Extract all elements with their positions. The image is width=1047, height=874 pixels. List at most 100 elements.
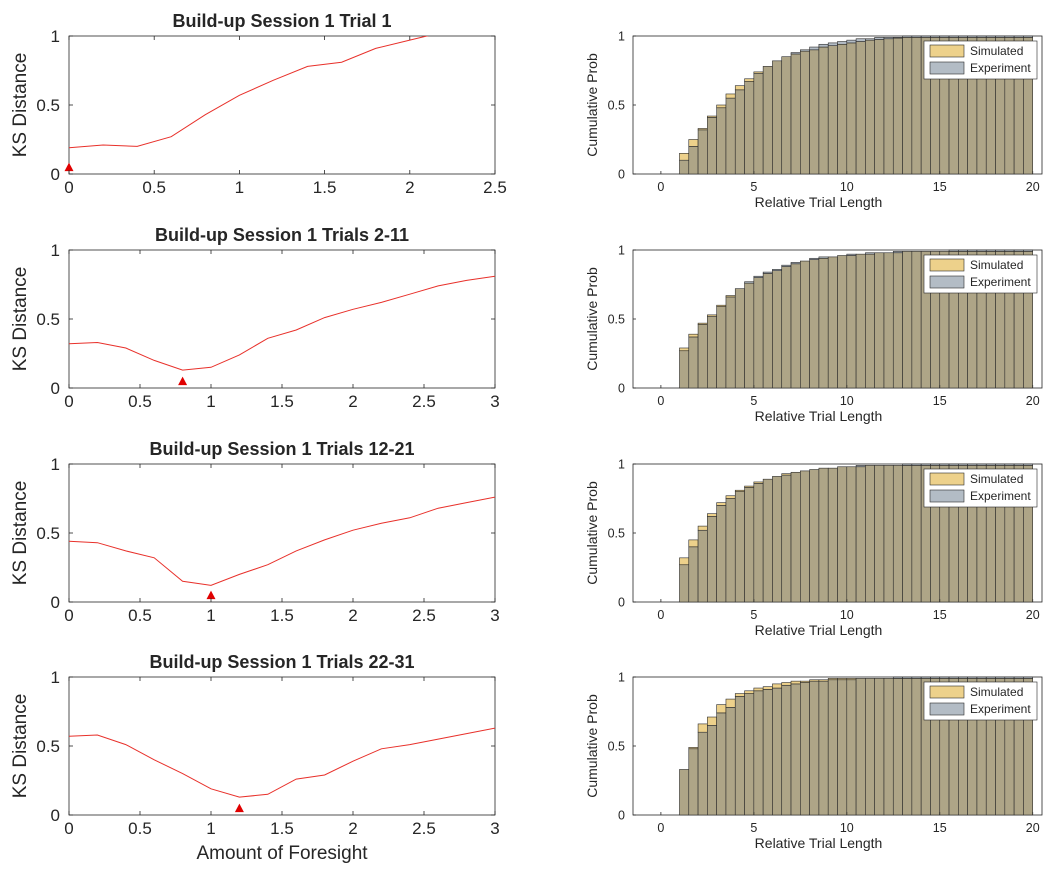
- y-tick-label: 0.5: [608, 313, 625, 327]
- simulated-excess-bar: [688, 747, 699, 750]
- experiment-excess-bar: [865, 252, 875, 255]
- y-tick-label: 0: [618, 168, 625, 182]
- x-tick-label: 1.5: [270, 819, 294, 838]
- overlap-bar: [874, 678, 885, 816]
- experiment-excess-bar: [939, 463, 950, 466]
- overlap-bar: [734, 696, 745, 816]
- x-tick-label: 1.5: [313, 178, 337, 197]
- experiment-excess-bar: [939, 676, 950, 679]
- experiment-excess-bar: [1004, 35, 1015, 38]
- overlap-bar: [800, 50, 810, 175]
- x-tick-label: 5: [750, 394, 757, 408]
- simulated-excess-bar: [679, 153, 690, 161]
- overlap-bar: [688, 546, 699, 603]
- simulated-excess-bar: [725, 93, 736, 99]
- overlap-bar: [707, 315, 717, 389]
- experiment-excess-bar: [1013, 35, 1024, 38]
- x-axis-label: Relative Trial Length: [755, 835, 883, 851]
- overlap-bar: [855, 678, 866, 816]
- simulated-excess-bar: [744, 485, 755, 488]
- y-tick-label: 0: [51, 806, 60, 825]
- y-tick-label: 0: [51, 165, 60, 184]
- overlap-bar: [725, 707, 736, 816]
- x-tick-label: 2.5: [412, 819, 436, 838]
- experiment-excess-bar: [902, 35, 913, 38]
- experiment-excess-bar: [809, 257, 820, 260]
- plot-area: [68, 676, 496, 816]
- overlap-bar: [809, 680, 820, 816]
- simulated-excess-bar: [679, 557, 690, 566]
- x-tick-label: 15: [933, 608, 947, 622]
- simulated-excess-bar: [697, 322, 708, 325]
- y-axis-label: Cumulative Prob: [584, 694, 600, 798]
- x-tick-label: 0: [64, 178, 73, 197]
- overlap-bar: [688, 336, 699, 389]
- x-tick-label: 5: [750, 180, 757, 194]
- y-tick-label: 0.5: [36, 310, 60, 329]
- simulated-excess-bar: [753, 481, 764, 484]
- x-tick-label: 0.5: [142, 178, 166, 197]
- x-axis-label: Relative Trial Length: [755, 408, 883, 424]
- overlap-bar: [809, 259, 820, 389]
- x-tick-label: 0: [64, 392, 73, 411]
- simulated-excess-bar: [800, 680, 810, 683]
- experiment-excess-bar: [892, 676, 903, 679]
- overlap-bar: [837, 255, 848, 389]
- experiment-excess-bar: [1023, 249, 1034, 252]
- plot-area: [68, 463, 496, 603]
- experiment-excess-bar: [985, 676, 996, 679]
- x-axis-label: Relative Trial Length: [755, 622, 883, 638]
- overlap-bar: [781, 266, 792, 389]
- overlap-bar: [707, 516, 717, 603]
- y-tick-label: 0: [51, 379, 60, 398]
- legend-swatch-experiment: [929, 61, 965, 75]
- experiment-excess-bar: [920, 676, 931, 679]
- experiment-excess-bar: [1023, 676, 1034, 679]
- x-tick-label: 0.5: [128, 392, 152, 411]
- overlap-bar: [818, 46, 829, 175]
- experiment-excess-bar: [902, 463, 913, 466]
- overlap-bar: [679, 159, 690, 175]
- ks-panel-1: Build-up Session 1 Trial 1 0 0.5 1 1.5 2 2.5 0 0…: [10, 11, 507, 197]
- overlap-bar: [679, 564, 690, 603]
- legend-label-simulated: Simulated: [970, 44, 1023, 58]
- experiment-excess-bar: [911, 35, 922, 38]
- overlap-bar: [725, 97, 736, 175]
- y-tick-label: 0: [618, 809, 625, 823]
- y-axis-label: Cumulative Prob: [584, 267, 600, 371]
- overlap-bar: [762, 273, 773, 389]
- experiment-excess-bar: [855, 38, 866, 42]
- overlap-bar: [846, 255, 857, 389]
- experiment-excess-bar: [1013, 463, 1024, 466]
- simulated-excess-bar: [753, 687, 764, 692]
- x-tick-label: 2: [348, 819, 357, 838]
- simulated-excess-bar: [716, 304, 727, 307]
- y-tick-label: 1: [51, 668, 60, 687]
- experiment-excess-bar: [911, 463, 922, 466]
- simulated-excess-bar: [707, 314, 717, 317]
- overlap-bar: [865, 678, 875, 816]
- y-tick-label: 0.5: [608, 527, 625, 541]
- overlap-bar: [902, 251, 913, 389]
- overlap-bar: [911, 251, 922, 389]
- overlap-bar: [902, 678, 913, 816]
- x-tick-label: 10: [840, 394, 854, 408]
- experiment-excess-bar: [837, 41, 848, 45]
- overlap-bar: [716, 712, 727, 816]
- simulated-excess-bar: [716, 704, 727, 714]
- overlap-bar: [883, 252, 894, 389]
- ks-line-series-1: [69, 36, 429, 149]
- overlap-bar: [744, 693, 755, 816]
- x-tick-label: 2.5: [412, 606, 436, 625]
- experiment-excess-bar: [930, 676, 941, 679]
- overlap-bar: [753, 277, 764, 389]
- experiment-excess-bar: [892, 37, 903, 39]
- experiment-excess-bar: [976, 249, 987, 252]
- experiment-excess-bar: [781, 264, 792, 267]
- overlap-bar: [911, 37, 922, 175]
- experiment-excess-bar: [985, 463, 996, 466]
- experiment-excess-bar: [855, 465, 866, 468]
- experiment-excess-bar: [753, 275, 764, 278]
- experiment-excess-bar: [911, 676, 922, 679]
